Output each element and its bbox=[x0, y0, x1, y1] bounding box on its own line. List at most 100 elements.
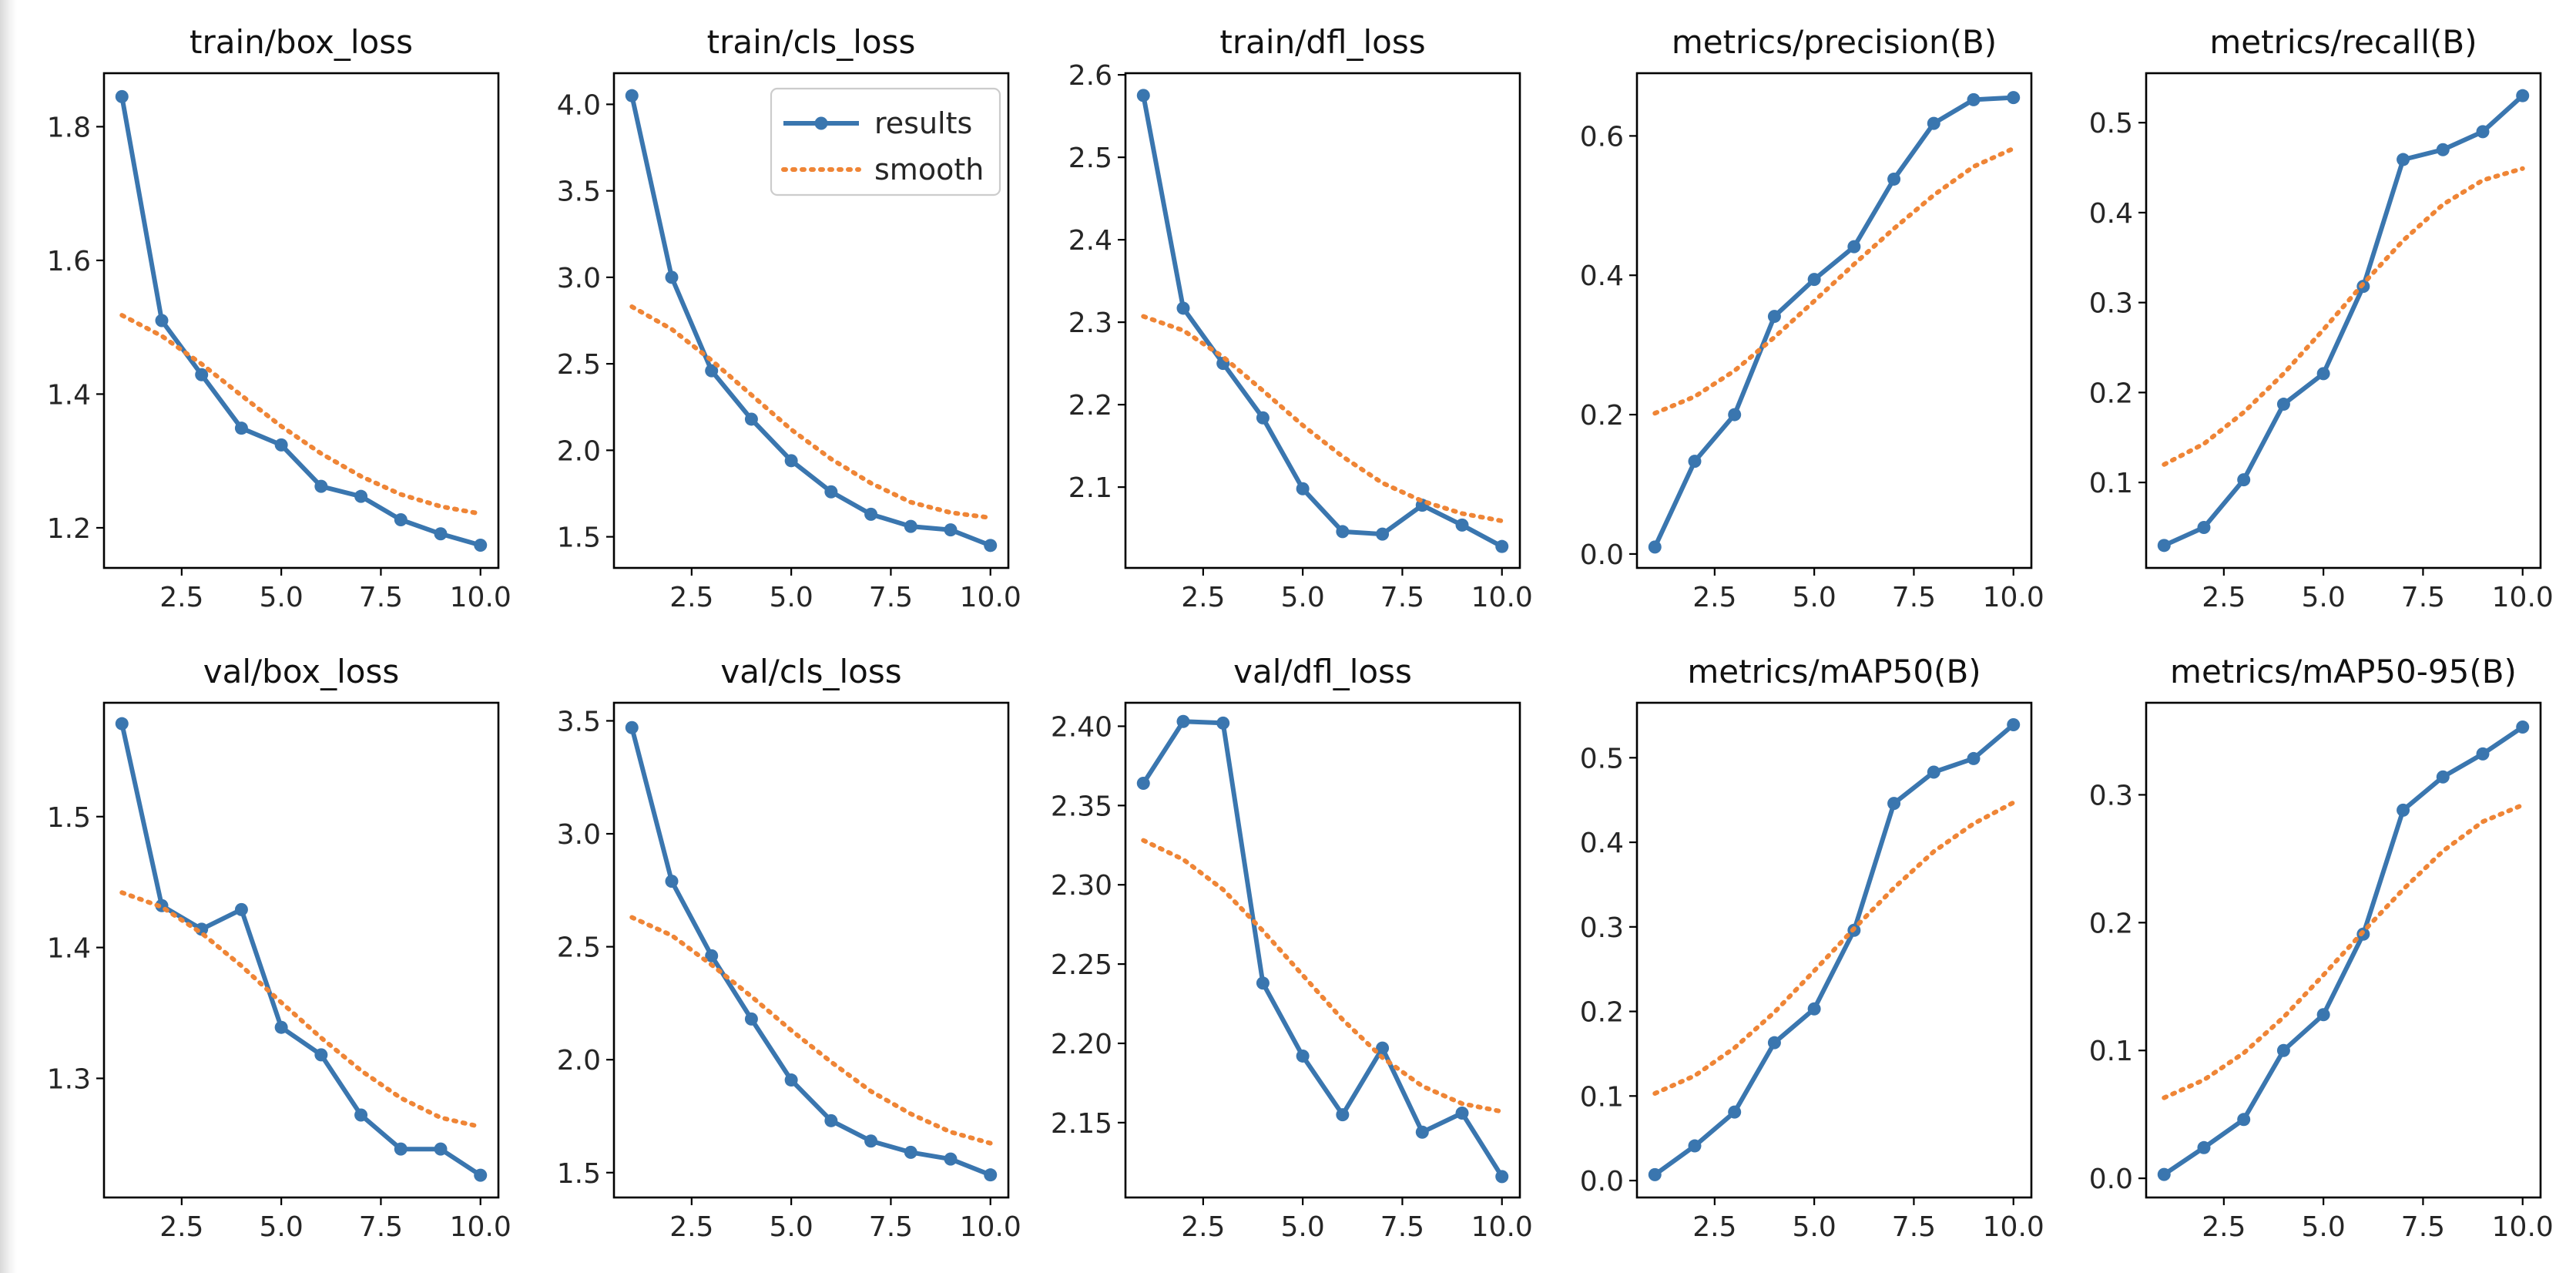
data-point bbox=[1807, 273, 1821, 287]
y-tick-label: 2.0 bbox=[557, 435, 601, 467]
x-tick-label: 7.5 bbox=[1380, 582, 1424, 613]
subplot-metrics-map50-b: metrics/mAP50(B) 2.5 5.0 7.5 10.0 0.0 0.1 0.2 0.… bbox=[1580, 653, 2044, 1243]
series-line-smooth bbox=[2162, 802, 2525, 1100]
y-tick-label: 2.6 bbox=[1068, 60, 1112, 92]
x-tick-label: 2.5 bbox=[1692, 582, 1736, 613]
y-tick-label: 1.5 bbox=[47, 802, 91, 834]
data-point bbox=[2007, 718, 2021, 732]
subplot-train-box-loss: train/box_loss 2.5 5.0 7.5 10.0 1.2 1.4 1.6 1.8 bbox=[47, 23, 512, 613]
data-point bbox=[2276, 1043, 2290, 1057]
y-tick-label: 0.6 bbox=[1580, 121, 1624, 153]
y-tick-label: 2.5 bbox=[1068, 143, 1112, 174]
data-point bbox=[864, 1134, 878, 1148]
series-line-smooth bbox=[1141, 838, 1504, 1114]
y-tick-label: 1.6 bbox=[47, 246, 91, 277]
data-point bbox=[2237, 473, 2251, 487]
legend-results-label: results bbox=[874, 106, 972, 140]
axes-frame bbox=[612, 701, 1010, 1199]
y-tick-label: 0.3 bbox=[2089, 288, 2133, 320]
data-point bbox=[2476, 125, 2490, 139]
data-point bbox=[625, 720, 639, 734]
series-line-smooth bbox=[629, 304, 993, 520]
x-tick-label: 2.5 bbox=[159, 582, 203, 613]
window-edge-shadow bbox=[0, 0, 17, 1273]
x-tick-label: 2.5 bbox=[669, 1211, 713, 1243]
data-point bbox=[1927, 765, 1940, 779]
data-point bbox=[2237, 1113, 2251, 1127]
data-point bbox=[434, 527, 448, 541]
data-point bbox=[155, 314, 169, 327]
data-point bbox=[984, 1168, 998, 1182]
subplot-train-dfl-loss: train/dfl_loss 2.5 5.0 7.5 10.0 2.1 2.2 2.3 2.4 2… bbox=[1068, 23, 1533, 613]
data-point bbox=[1376, 527, 1390, 541]
data-point bbox=[944, 523, 958, 537]
data-point bbox=[824, 485, 838, 499]
subplot-metrics-precision-b: metrics/precision(B) 2.5 5.0 7.5 10.0 0.0 0.2 0… bbox=[1580, 23, 2044, 613]
y-tick-label: 3.5 bbox=[557, 176, 601, 208]
y-tick-label: 0.0 bbox=[2089, 1164, 2133, 1195]
x-tick-label: 10.0 bbox=[1471, 1211, 1533, 1243]
x-tick-label: 10.0 bbox=[960, 582, 1021, 613]
y-tick-label: 1.4 bbox=[47, 379, 91, 411]
data-point bbox=[474, 1168, 488, 1182]
data-point bbox=[2516, 720, 2530, 734]
y-tick-label: 3.0 bbox=[557, 819, 601, 851]
axes-frame bbox=[2145, 701, 2542, 1199]
subplot-metrics-recall-b: metrics/recall(B) 2.5 5.0 7.5 10.0 0.1 0.2 0.3 0… bbox=[2089, 23, 2554, 613]
x-tick-label: 10.0 bbox=[2492, 1211, 2554, 1243]
x-tick-label: 2.5 bbox=[1692, 1211, 1736, 1243]
x-tick-label: 7.5 bbox=[869, 1211, 913, 1243]
y-tick-label: 2.0 bbox=[557, 1045, 601, 1077]
y-tick-label: 2.35 bbox=[1051, 791, 1112, 822]
data-point bbox=[1728, 408, 1742, 422]
data-point bbox=[1336, 525, 1350, 539]
y-tick-label: 1.8 bbox=[47, 112, 91, 143]
y-tick-label: 0.5 bbox=[2089, 108, 2133, 139]
y-tick-label: 1.3 bbox=[47, 1063, 91, 1095]
chart-title: val/box_loss bbox=[203, 653, 399, 690]
x-tick-label: 5.0 bbox=[1793, 582, 1836, 613]
y-tick-label: 4.0 bbox=[557, 89, 601, 121]
data-point bbox=[1495, 539, 1509, 553]
data-point bbox=[1136, 777, 1150, 791]
series-line-smooth bbox=[1652, 146, 2016, 416]
x-tick-label: 5.0 bbox=[1281, 582, 1325, 613]
x-tick-label: 5.0 bbox=[2302, 1211, 2346, 1243]
y-tick-label: 0.5 bbox=[1580, 743, 1624, 774]
subplot-val-box-loss: val/box_loss 2.5 5.0 7.5 10.0 1.3 1.4 1.5 bbox=[47, 653, 512, 1243]
data-point bbox=[1256, 976, 1270, 990]
y-tick-label: 0.1 bbox=[2089, 468, 2133, 499]
x-tick-label: 5.0 bbox=[260, 1211, 304, 1243]
data-point bbox=[784, 454, 798, 468]
subplot-train-cls-loss: train/cls_loss 2.5 5.0 7.5 10.0 1.5 2.0 2.5 3.0 3… bbox=[557, 23, 1021, 613]
y-tick-label: 2.2 bbox=[1068, 390, 1112, 422]
data-point bbox=[314, 479, 328, 493]
data-point bbox=[2197, 520, 2211, 534]
chart-title: val/cls_loss bbox=[720, 653, 901, 690]
x-tick-label: 10.0 bbox=[1983, 1211, 2044, 1243]
y-tick-label: 2.1 bbox=[1068, 472, 1112, 504]
axes-frame bbox=[102, 701, 500, 1199]
x-tick-label: 5.0 bbox=[770, 582, 813, 613]
series-line-smooth bbox=[119, 890, 483, 1130]
legend: results smooth bbox=[770, 87, 1001, 196]
y-tick-label: 2.30 bbox=[1051, 870, 1112, 902]
chart-title: metrics/mAP50-95(B) bbox=[2170, 653, 2517, 690]
y-tick-label: 2.4 bbox=[1068, 225, 1112, 257]
y-tick-label: 3.0 bbox=[557, 263, 601, 294]
y-tick-label: 1.5 bbox=[557, 522, 601, 554]
series-line-smooth bbox=[119, 313, 483, 516]
series-line-results bbox=[1653, 723, 2015, 1177]
data-point bbox=[2197, 1140, 2211, 1154]
data-point bbox=[1296, 482, 1310, 495]
series-line-results bbox=[2162, 725, 2524, 1177]
series-line-results bbox=[119, 96, 481, 548]
legend-smooth-label: smooth bbox=[874, 153, 984, 186]
y-tick-label: 0.3 bbox=[2089, 780, 2133, 811]
data-point bbox=[1927, 116, 1940, 130]
x-tick-label: 5.0 bbox=[770, 1211, 813, 1243]
data-point bbox=[864, 507, 878, 521]
data-point bbox=[665, 270, 679, 284]
data-point bbox=[1376, 1041, 1390, 1055]
y-tick-label: 2.20 bbox=[1051, 1029, 1112, 1060]
